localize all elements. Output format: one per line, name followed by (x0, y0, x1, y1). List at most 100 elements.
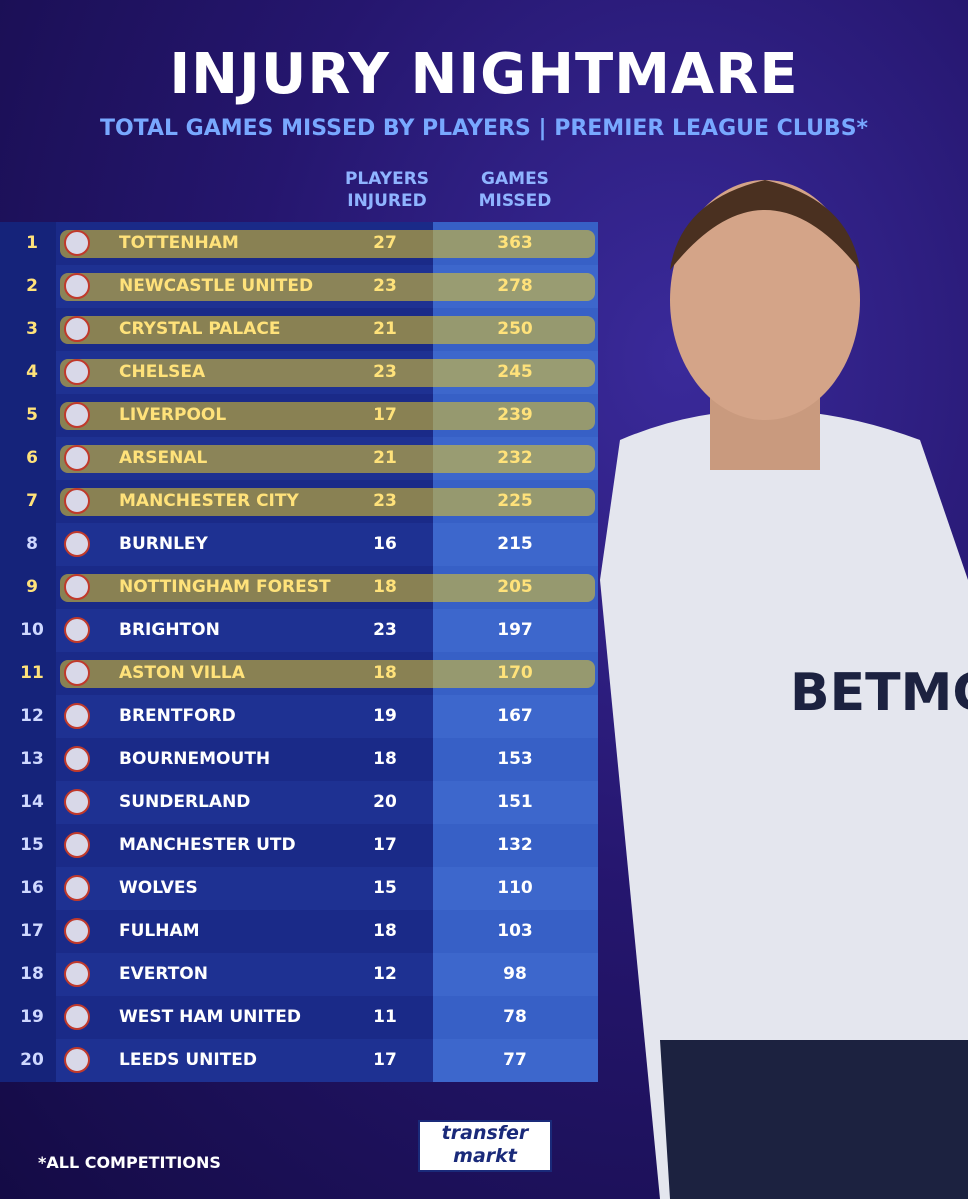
subtitle: TOTAL GAMES MISSED BY PLAYERS | PREMIER … (99, 116, 869, 141)
games-missed: 103 (497, 921, 533, 941)
rank-column-bg (0, 308, 56, 351)
club-name: LIVERPOOL (119, 405, 227, 425)
table: 1 TOTTENHAM 27 363 2 NEWCASTLE UNITED 23 278 3 CR… (0, 222, 598, 1082)
club-name: ASTON VILLA (119, 663, 245, 683)
players-injured: 21 (373, 319, 397, 339)
table-row: 10 BRIGHTON 23 197 (0, 609, 598, 652)
club-name: EVERTON (119, 964, 208, 984)
club-badge (64, 1004, 90, 1030)
highlight (60, 230, 595, 258)
rank: 8 (26, 534, 38, 554)
games-missed: 363 (497, 233, 533, 253)
highlight (60, 660, 595, 688)
highlight (60, 445, 595, 473)
rank: 1 (26, 233, 38, 253)
club-badge (64, 402, 90, 428)
club-badge (64, 445, 90, 471)
jersey (600, 410, 968, 1199)
table-row: 11 ASTON VILLA 18 170 (0, 652, 598, 695)
club-name: BRIGHTON (119, 620, 220, 640)
table-row: 13 BOURNEMOUTH 18 153 (0, 738, 598, 781)
player-illustration: BETMGM (600, 180, 968, 1199)
rank-column-bg (0, 652, 56, 695)
club-name: SUNDERLAND (119, 792, 251, 812)
rank: 6 (26, 448, 38, 468)
table-row: 7 MANCHESTER CITY 23 225 (0, 480, 598, 523)
title: INJURY NIGHTMARE (169, 42, 799, 107)
rank: 3 (26, 319, 38, 339)
highlight (60, 402, 595, 430)
table-row: 20 LEEDS UNITED 17 77 (0, 1039, 598, 1082)
rank-column-bg (0, 738, 56, 781)
club-badge (64, 961, 90, 987)
rank-column-bg (0, 437, 56, 480)
games-column-bg (433, 781, 598, 824)
games-missed: 170 (497, 663, 533, 683)
players-injured: 18 (373, 577, 397, 597)
games-missed: 250 (497, 319, 533, 339)
table-row: 5 LIVERPOOL 17 239 (0, 394, 598, 437)
games-missed: 239 (497, 405, 533, 425)
table-row: 14 SUNDERLAND 20 151 (0, 781, 598, 824)
games-missed: 232 (497, 448, 533, 468)
club-badge (64, 875, 90, 901)
games-column-bg (433, 996, 598, 1039)
rank: 12 (20, 706, 44, 726)
club-badge (64, 574, 90, 600)
table-row: 4 CHELSEA 23 245 (0, 351, 598, 394)
rank: 9 (26, 577, 38, 597)
head (670, 180, 860, 420)
players-injured: 17 (373, 405, 397, 425)
highlight (60, 316, 595, 344)
club-name: NOTTINGHAM FOREST (119, 577, 331, 597)
games-missed: 278 (497, 276, 533, 296)
players-injured: 21 (373, 448, 397, 468)
rank-column-bg (0, 910, 56, 953)
rank: 18 (20, 964, 44, 984)
table-row: 16 WOLVES 15 110 (0, 867, 598, 910)
club-name: WOLVES (119, 878, 198, 898)
sponsor-graphic: BETMGM (790, 663, 968, 723)
games-column-bg (433, 609, 598, 652)
table-row: 2 NEWCASTLE UNITED 23 278 (0, 265, 598, 308)
games-column-bg (433, 953, 598, 996)
games-column-bg (433, 695, 598, 738)
table-row: 12 BRENTFORD 19 167 (0, 695, 598, 738)
highlight (60, 273, 595, 301)
games-column-bg (433, 910, 598, 953)
column-header: GAMES MISSED (478, 169, 552, 211)
club-badge (64, 273, 90, 299)
club-name: MANCHESTER CITY (119, 491, 299, 511)
rank-column-bg (0, 351, 56, 394)
club-badge (64, 789, 90, 815)
rank-column-bg (0, 953, 56, 996)
club-badge (64, 746, 90, 772)
rank-column-bg (0, 609, 56, 652)
rank: 20 (20, 1050, 44, 1070)
players-injured: 18 (373, 749, 397, 769)
rank: 17 (20, 921, 44, 941)
games-column-bg (433, 1039, 598, 1082)
players-injured: 18 (373, 921, 397, 941)
games-missed: 151 (497, 792, 533, 812)
players-injured: 17 (373, 835, 397, 855)
rank: 15 (20, 835, 44, 855)
rank: 11 (20, 663, 44, 683)
table-row: 8 BURNLEY 16 215 (0, 523, 598, 566)
club-badge (64, 359, 90, 385)
club-name: CRYSTAL PALACE (119, 319, 281, 339)
table-row: 3 CRYSTAL PALACE 21 250 (0, 308, 598, 351)
rank: 16 (20, 878, 44, 898)
players-injured: 20 (373, 792, 397, 812)
rank-column-bg (0, 265, 56, 308)
source-logo: transfer markt (418, 1120, 552, 1172)
club-badge (64, 531, 90, 557)
games-missed: 245 (497, 362, 533, 382)
table-row: 18 EVERTON 12 98 (0, 953, 598, 996)
club-name: FULHAM (119, 921, 200, 941)
shorts (660, 1040, 968, 1199)
club-name: WEST HAM UNITED (119, 1007, 302, 1027)
table-row: 17 FULHAM 18 103 (0, 910, 598, 953)
rank: 13 (20, 749, 44, 769)
